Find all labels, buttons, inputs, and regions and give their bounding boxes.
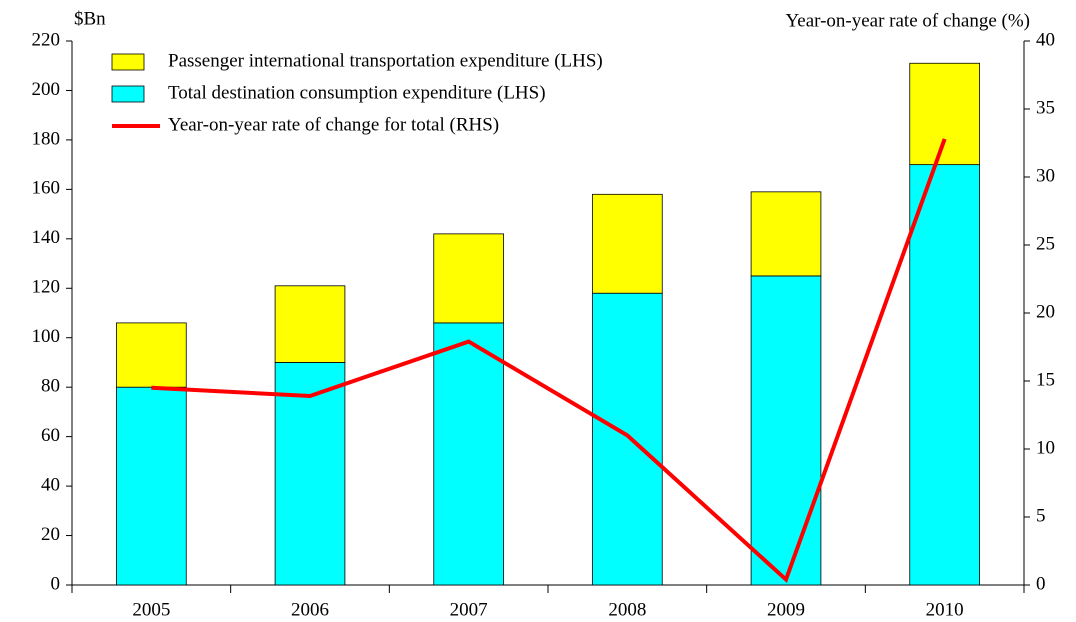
bar-segment bbox=[433, 233, 504, 324]
bar-segment bbox=[909, 164, 980, 586]
bar-segment bbox=[274, 362, 346, 586]
y2-tick-label: 30 bbox=[1036, 165, 1055, 186]
legend-label: Year-on-year rate of change for total (R… bbox=[168, 114, 499, 135]
legend-swatch bbox=[111, 85, 145, 103]
x-tick-label: 2008 bbox=[608, 599, 646, 620]
y2-tick-label: 35 bbox=[1036, 97, 1055, 118]
legend-label: Total destination consumption expenditur… bbox=[168, 82, 546, 103]
y-tick-label: 20 bbox=[41, 524, 60, 545]
y-tick-label: 80 bbox=[41, 376, 60, 397]
legend-swatch bbox=[111, 53, 145, 71]
y2-tick-label: 25 bbox=[1036, 233, 1055, 254]
y-tick-label: 140 bbox=[32, 227, 61, 248]
y2-tick-label: 20 bbox=[1036, 301, 1055, 322]
y-axis-label: $Bn bbox=[74, 8, 106, 29]
bar-segment bbox=[909, 62, 980, 166]
x-tick-label: 2005 bbox=[132, 599, 170, 620]
y-tick-label: 60 bbox=[41, 425, 60, 446]
x-tick-label: 2010 bbox=[926, 599, 964, 620]
y-tick-label: 200 bbox=[32, 79, 61, 100]
x-tick-label: 2006 bbox=[291, 599, 329, 620]
y2-axis-label: Year-on-year rate of change (%) bbox=[785, 10, 1030, 31]
line-series bbox=[151, 138, 947, 584]
y-tick-label: 160 bbox=[32, 178, 61, 199]
y2-tick-label: 5 bbox=[1036, 505, 1046, 526]
bar-segment bbox=[750, 191, 822, 277]
legend-label: Passenger international transportation e… bbox=[168, 50, 603, 71]
y2-tick-label: 10 bbox=[1036, 437, 1055, 458]
y2-tick-label: 40 bbox=[1036, 29, 1055, 50]
x-tick-label: 2007 bbox=[450, 599, 488, 620]
y-tick-label: 100 bbox=[32, 326, 61, 347]
y-tick-label: 120 bbox=[32, 277, 61, 298]
y-tick-label: 180 bbox=[32, 128, 61, 149]
bar-segment bbox=[116, 386, 187, 586]
bar-segment bbox=[750, 275, 822, 586]
x-tick-label: 2009 bbox=[767, 599, 805, 620]
y-tick-label: 220 bbox=[32, 29, 61, 50]
y2-tick-label: 15 bbox=[1036, 369, 1055, 390]
bar-segment bbox=[274, 285, 346, 363]
y-tick-label: 0 bbox=[51, 573, 61, 594]
bar-segment bbox=[592, 292, 663, 586]
y-tick-label: 40 bbox=[41, 474, 60, 495]
bar-segment bbox=[592, 193, 663, 294]
bar-segment bbox=[116, 322, 187, 388]
bar-segment bbox=[433, 322, 504, 586]
y2-tick-label: 0 bbox=[1036, 573, 1046, 594]
